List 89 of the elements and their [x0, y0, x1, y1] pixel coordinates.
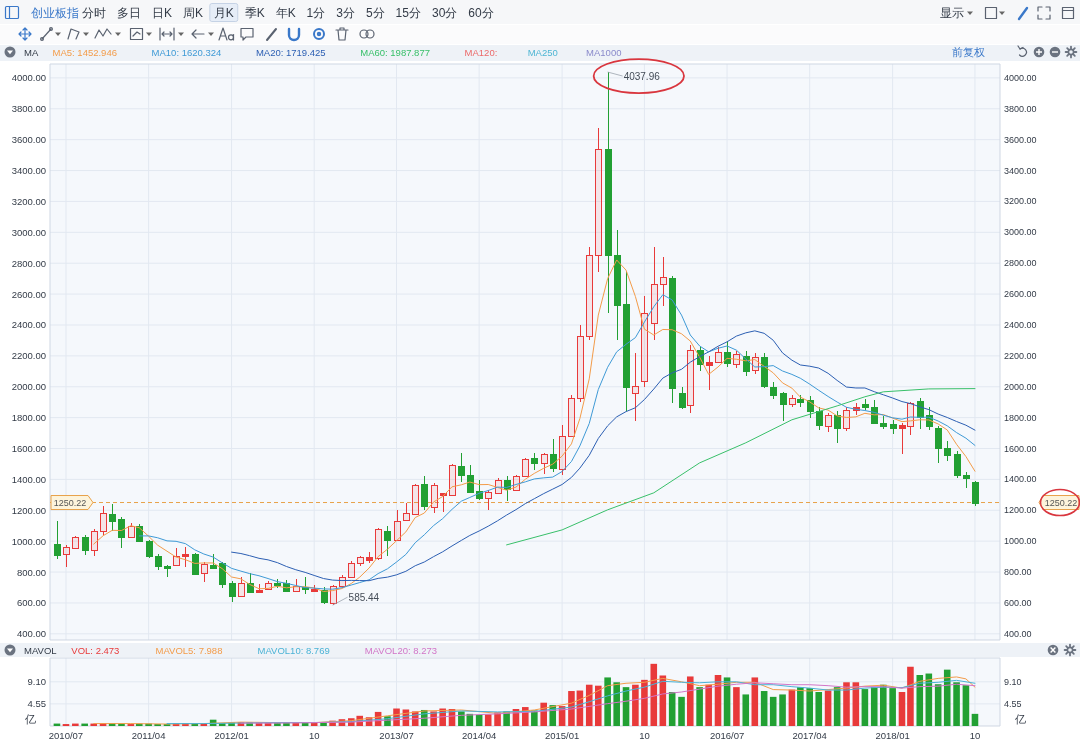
- y-tick-label: 2200.00: [11, 350, 46, 362]
- text: 季K: [244, 6, 265, 20]
- text: 30分: [431, 6, 458, 20]
- x-tick-label: 10: [969, 729, 981, 741]
- text: 年K: [275, 6, 296, 20]
- text: 分时: [82, 6, 106, 20]
- text: MA120:: [464, 46, 498, 58]
- y-tick-label: 4.55: [27, 698, 46, 710]
- x-tick-label: 2016/07: [709, 729, 745, 741]
- y2-tick-label: 600.00: [1004, 597, 1032, 608]
- y2-tick-label: 3600.00: [1004, 134, 1037, 145]
- x-tick-label: 2017/04: [792, 729, 827, 741]
- y-tick-label: 3200.00: [11, 195, 46, 207]
- y-tick-label: 2400.00: [11, 319, 46, 331]
- y-tick-label: 2600.00: [11, 288, 46, 300]
- y-tick-label: 3600.00: [11, 134, 46, 146]
- y-tick-label: 800.00: [16, 566, 46, 578]
- y2-tick-label: 3800.00: [1004, 103, 1037, 114]
- text: VOL: 2.473: [71, 644, 120, 656]
- y2-tick-label: 800.00: [1004, 567, 1032, 578]
- y-tick-label: 1800.00: [11, 412, 46, 424]
- text: 5分: [365, 6, 385, 20]
- x-tick-label: 2014/04: [461, 729, 497, 741]
- text: 15分: [395, 6, 421, 20]
- y-tick-label: 600.00: [16, 597, 46, 609]
- x-tick-label: 2018/01: [875, 729, 910, 741]
- y2-tick-label: 4.55: [1004, 698, 1022, 709]
- text: 周K: [182, 6, 203, 20]
- text: MAVOL10: 8.769: [257, 644, 330, 656]
- y2-tick-label: 1800.00: [1004, 412, 1037, 423]
- y2-tick-label: 3000.00: [1004, 227, 1037, 238]
- y-tick-label: 3000.00: [11, 226, 46, 238]
- text: MA60: 1987.877: [360, 46, 430, 58]
- y2-tick-label: 2400.00: [1004, 319, 1037, 330]
- text: MA250: [527, 46, 558, 58]
- text: MA5: 1452.946: [52, 46, 117, 58]
- y-tick-label: 3400.00: [11, 165, 46, 177]
- y-tick-label: 1000.00: [11, 535, 46, 547]
- text: 多日: [117, 6, 141, 20]
- y-tick-label: 4000.00: [11, 72, 46, 84]
- text: 60分: [468, 6, 494, 20]
- x-tick-label: 2013/07: [379, 729, 414, 741]
- y-tick-label: 1600.00: [11, 443, 46, 455]
- text: MAVOL5: 7.988: [155, 644, 223, 656]
- y-tick-label: 9.10: [27, 676, 46, 688]
- y-tick-label: 3800.00: [11, 103, 46, 115]
- ref-line-label: 1250.22: [53, 497, 87, 508]
- chart-title: 创业板指: [31, 6, 79, 20]
- x-tick-label: 10: [639, 729, 650, 741]
- text: 前复权: [952, 46, 985, 58]
- y2-tick-label: 1200.00: [1004, 505, 1037, 516]
- y-tick-label: 2000.00: [11, 381, 46, 393]
- y2-tick-label: 4000.00: [1004, 72, 1037, 83]
- legend-title: MA: [24, 46, 39, 58]
- y-tick-label: 400.00: [16, 628, 46, 640]
- y-tick-label: 1400.00: [11, 473, 46, 485]
- y2-tick-label: 1000.00: [1004, 536, 1037, 547]
- text: 1250.22: [1044, 497, 1078, 508]
- text: 日K: [152, 6, 173, 20]
- y2-tick-label: 2000.00: [1004, 381, 1037, 392]
- annotation: 4037.96: [623, 70, 661, 82]
- text: MAVOL20: 8.273: [364, 644, 438, 656]
- y2-tick-label: 1400.00: [1004, 474, 1037, 485]
- y2-tick-label: 2200.00: [1004, 350, 1037, 361]
- text: MA10: 1620.324: [151, 46, 222, 58]
- x-tick-label: 2012/01: [214, 729, 249, 741]
- text: 显示: [940, 6, 964, 20]
- text: MA20: 1719.425: [255, 46, 326, 58]
- y2-tick-label: 1600.00: [1004, 443, 1037, 454]
- y2-tick-label: 400.00: [1004, 628, 1032, 639]
- text: MA1000: [586, 46, 622, 58]
- text: 月K: [213, 6, 234, 20]
- y-axis-title: 亿: [23, 713, 36, 725]
- y2-tick-label: 9.10: [1004, 676, 1022, 687]
- y2-tick-label: 2600.00: [1004, 289, 1037, 300]
- y2-tick-label: 3200.00: [1004, 196, 1037, 207]
- x-tick-label: 2015/01: [544, 729, 580, 741]
- text: 1分: [306, 6, 326, 20]
- y-tick-label: 1200.00: [11, 504, 46, 516]
- annotation: 585.44: [348, 591, 380, 603]
- y-tick-label: 2800.00: [11, 257, 46, 269]
- legend-title: MAVOL: [24, 644, 57, 656]
- y2-tick-label: 3400.00: [1004, 165, 1037, 176]
- y2-axis-title: 亿: [1013, 713, 1026, 725]
- x-tick-label: 10: [308, 729, 320, 741]
- x-tick-label: 2011/04: [131, 729, 166, 741]
- y2-tick-label: 2800.00: [1004, 258, 1037, 269]
- text: 3分: [336, 6, 355, 20]
- x-tick-label: 2010/07: [48, 729, 84, 741]
